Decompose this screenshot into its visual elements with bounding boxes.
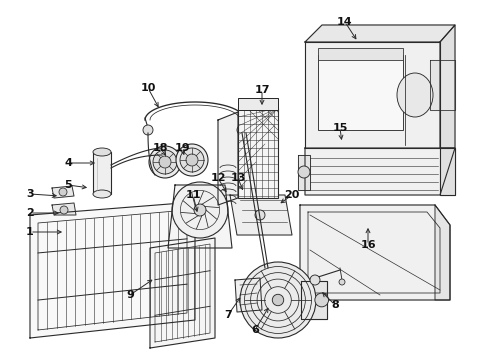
- Circle shape: [255, 210, 265, 220]
- Text: 10: 10: [140, 83, 156, 93]
- Circle shape: [315, 293, 328, 307]
- Circle shape: [95, 180, 111, 196]
- Circle shape: [180, 148, 204, 172]
- Text: 1: 1: [26, 227, 34, 237]
- Text: 20: 20: [284, 190, 300, 200]
- Polygon shape: [168, 185, 232, 248]
- Text: 5: 5: [64, 180, 72, 190]
- Polygon shape: [300, 205, 450, 300]
- Circle shape: [172, 182, 228, 238]
- Circle shape: [98, 183, 108, 193]
- Text: 13: 13: [230, 173, 245, 183]
- Text: 17: 17: [254, 85, 270, 95]
- Polygon shape: [305, 25, 455, 42]
- Circle shape: [149, 146, 181, 178]
- Circle shape: [159, 156, 171, 168]
- Text: 6: 6: [251, 325, 259, 335]
- Circle shape: [272, 294, 284, 306]
- Text: 2: 2: [26, 208, 34, 218]
- Polygon shape: [430, 60, 455, 110]
- Text: 4: 4: [64, 158, 72, 168]
- Polygon shape: [305, 42, 440, 148]
- Text: 12: 12: [210, 173, 226, 183]
- Polygon shape: [52, 186, 74, 198]
- Text: 11: 11: [185, 190, 201, 200]
- Ellipse shape: [397, 73, 433, 117]
- Circle shape: [176, 144, 208, 176]
- Circle shape: [310, 275, 320, 285]
- Circle shape: [240, 262, 316, 338]
- Circle shape: [143, 125, 153, 135]
- Text: 14: 14: [337, 17, 353, 27]
- Polygon shape: [218, 112, 238, 205]
- Polygon shape: [230, 195, 292, 235]
- Circle shape: [153, 150, 177, 174]
- Circle shape: [339, 279, 345, 285]
- Polygon shape: [298, 155, 310, 190]
- Bar: [93, 152, 111, 194]
- Bar: [238, 108, 278, 198]
- Text: 3: 3: [26, 189, 34, 199]
- Polygon shape: [440, 25, 455, 148]
- Circle shape: [186, 154, 198, 166]
- Polygon shape: [52, 203, 76, 215]
- Circle shape: [60, 206, 68, 214]
- Polygon shape: [150, 238, 215, 348]
- Circle shape: [298, 166, 310, 178]
- Polygon shape: [305, 148, 455, 195]
- Circle shape: [237, 125, 247, 135]
- Text: 8: 8: [331, 300, 339, 310]
- Polygon shape: [301, 281, 327, 319]
- Bar: [318, 55, 403, 130]
- Text: 16: 16: [360, 240, 376, 250]
- Polygon shape: [435, 205, 450, 300]
- Polygon shape: [440, 148, 455, 195]
- Polygon shape: [235, 278, 262, 312]
- Text: 18: 18: [152, 143, 168, 153]
- Text: 19: 19: [174, 143, 190, 153]
- Bar: [238, 98, 278, 110]
- Circle shape: [59, 188, 67, 196]
- Circle shape: [194, 204, 206, 216]
- Text: 9: 9: [126, 290, 134, 300]
- Ellipse shape: [93, 148, 111, 156]
- Bar: [318, 48, 403, 60]
- Text: 7: 7: [224, 310, 232, 320]
- Text: 15: 15: [332, 123, 348, 133]
- Polygon shape: [30, 202, 195, 338]
- Ellipse shape: [93, 190, 111, 198]
